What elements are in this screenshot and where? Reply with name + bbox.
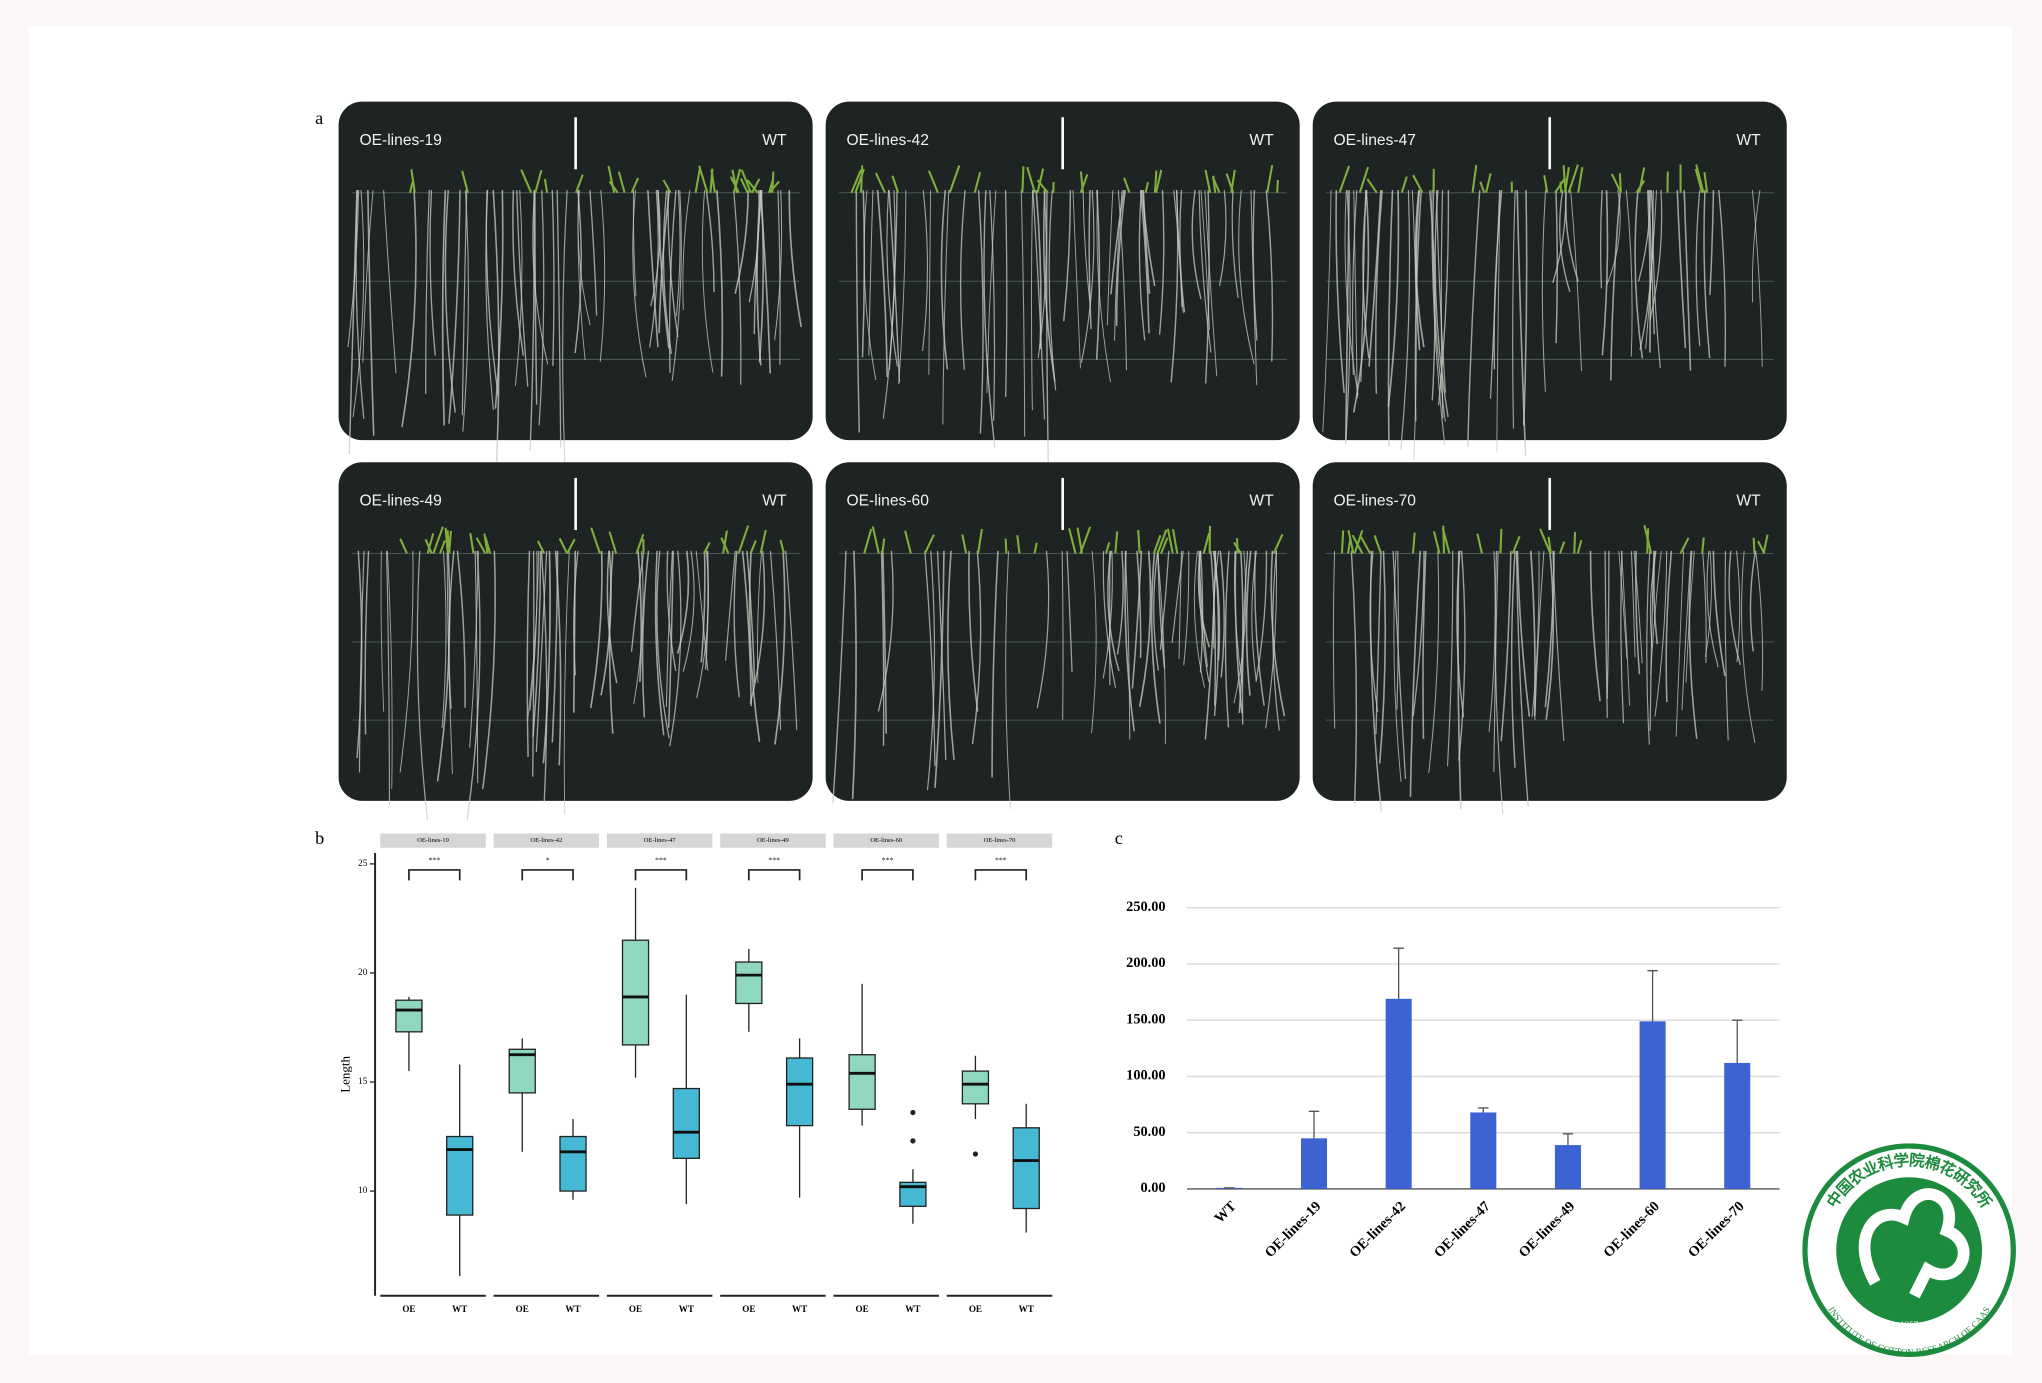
figure: a b c OE-lines-19 WT OE-lines-42 WT OE-lines…: [0, 0, 2042, 1383]
y-tick-label: 10: [358, 1185, 368, 1195]
y-tick-label: 15: [358, 1076, 368, 1086]
x-tick-label: WT: [905, 1304, 920, 1314]
photo-label: WT: [762, 132, 787, 149]
x-tick-label: OE: [856, 1304, 869, 1314]
bar: [1301, 1138, 1327, 1189]
bar: [1724, 1063, 1750, 1189]
photo-label: WT: [1249, 492, 1274, 509]
x-tick-label: WT: [452, 1304, 467, 1314]
x-tick-label: WT: [679, 1304, 694, 1314]
shoot: [1342, 530, 1343, 553]
photo-label: OE-lines-70: [1334, 492, 1417, 509]
bar: [1386, 999, 1412, 1189]
shoot: [1500, 529, 1501, 554]
shoot: [1155, 171, 1156, 193]
shoot: [1574, 532, 1575, 554]
x-tick-label: OE: [629, 1304, 642, 1314]
x-tick-label: WT: [565, 1304, 580, 1314]
photo-label: OE-lines-60: [846, 492, 929, 509]
bar: [1555, 1145, 1581, 1189]
photo-label: WT: [762, 492, 787, 509]
shoot: [1006, 539, 1007, 554]
box: [849, 1055, 875, 1110]
x-tick-label: OE: [402, 1304, 415, 1314]
outlier: [910, 1110, 915, 1115]
shoot: [1443, 526, 1444, 554]
outlier: [973, 1151, 978, 1156]
panel-label: b: [315, 828, 324, 848]
y-tick-label: 0.00: [1141, 1180, 1166, 1196]
bar: [1470, 1112, 1496, 1189]
photo-label: OE-lines-19: [359, 132, 441, 149]
box: [787, 1058, 813, 1126]
photo-label: OE-lines-42: [846, 132, 928, 149]
facet-label: OE-lines-47: [644, 837, 677, 844]
y-tick-label: 150.00: [1126, 1011, 1165, 1027]
shoot: [1277, 180, 1278, 193]
panel-label: a: [315, 108, 323, 128]
photo-label: OE-lines-49: [359, 492, 441, 509]
logo-year: 1957: [1900, 1320, 1919, 1330]
page: a b c OE-lines-19 WT OE-lines-42 WT OE-lines…: [0, 0, 2042, 1383]
photo-label: OE-lines-47: [1334, 132, 1416, 149]
box: [962, 1071, 988, 1104]
facet-label: OE-lines-60: [870, 837, 902, 844]
panel-label: c: [1115, 828, 1123, 848]
facet-label: OE-lines-70: [984, 837, 1016, 844]
box: [623, 940, 649, 1045]
y-tick-label: 20: [358, 967, 368, 977]
significance: ***: [655, 856, 667, 865]
x-tick-label: OE: [516, 1304, 529, 1314]
x-tick-label: OE: [969, 1304, 982, 1314]
significance: ***: [428, 856, 440, 865]
logo: 中国农业科学院棉花研究所 INSTITUTE OF COTTON RESEARC…: [1805, 1146, 2013, 1357]
significance: *: [546, 856, 550, 865]
x-tick-label: WT: [1019, 1304, 1034, 1314]
shoot: [1754, 538, 1755, 554]
facet-label: OE-lines-49: [757, 837, 789, 844]
significance: ***: [995, 856, 1007, 865]
significance: ***: [768, 856, 780, 865]
box: [736, 962, 762, 1003]
y-tick-label: 200.00: [1126, 955, 1165, 971]
y-tick-label: 25: [358, 858, 368, 868]
box: [673, 1089, 699, 1159]
x-tick-label: WT: [792, 1304, 807, 1314]
box: [560, 1137, 586, 1192]
shoot: [1022, 166, 1023, 192]
facet-label: OE-lines-19: [417, 837, 449, 844]
significance: ***: [882, 856, 894, 865]
photo-label: WT: [1736, 132, 1761, 149]
y-tick-label: 50.00: [1133, 1124, 1165, 1140]
box: [1013, 1128, 1039, 1209]
x-tick-label: OE: [742, 1304, 755, 1314]
outlier: [910, 1138, 915, 1143]
photo-label: WT: [1736, 492, 1761, 509]
shoot: [1647, 528, 1648, 553]
shoot: [861, 165, 862, 192]
box: [396, 1000, 422, 1032]
shoot: [1620, 173, 1621, 193]
y-axis-label: Length: [337, 1055, 352, 1092]
bar: [1640, 1021, 1666, 1189]
facet-label: OE-lines-42: [530, 837, 562, 844]
y-tick-label: 100.00: [1126, 1068, 1165, 1084]
y-tick-label: 250.00: [1126, 899, 1165, 915]
photo-label: WT: [1249, 132, 1274, 149]
